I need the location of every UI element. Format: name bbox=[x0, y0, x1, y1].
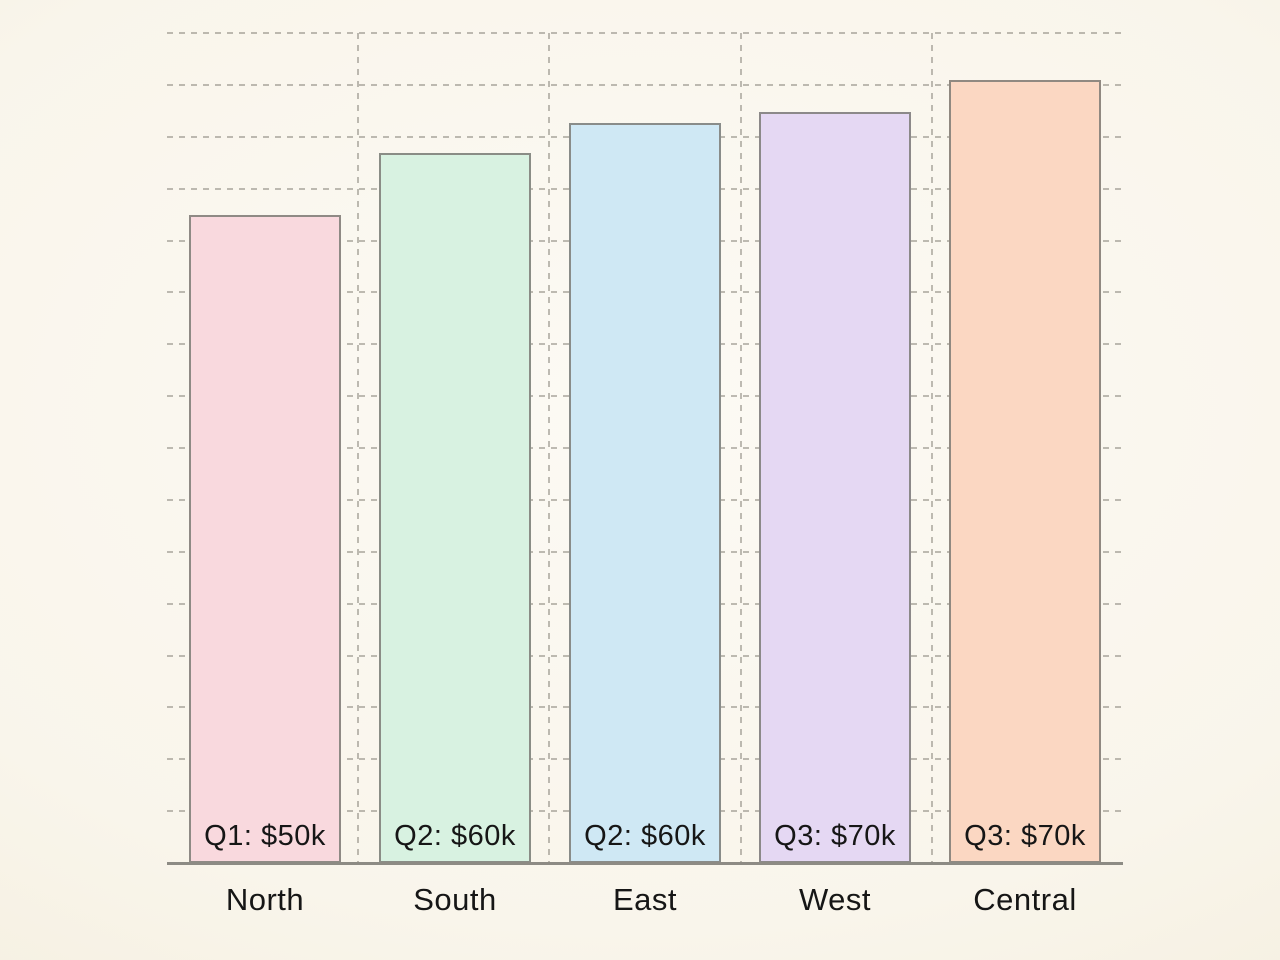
h-gridline bbox=[167, 83, 1123, 86]
bar-value-label-central: Q3: $70k bbox=[964, 820, 1086, 852]
v-gridline bbox=[930, 33, 933, 863]
bar-south: Q2: $60k bbox=[379, 153, 531, 863]
bar-value-label-east: Q2: $60k bbox=[584, 820, 706, 852]
category-label-north: North bbox=[225, 882, 305, 917]
bar-value-label-south: Q2: $60k bbox=[394, 820, 516, 852]
plot-area: Q1: $50k Q2: $60k Q2: $60k Q3: $70k Q3: $70k bbox=[167, 32, 1123, 865]
bar-north: Q1: $50k bbox=[189, 215, 341, 863]
category-label-central: Central bbox=[973, 882, 1077, 917]
v-gridline bbox=[357, 33, 360, 863]
v-gridline bbox=[548, 33, 551, 863]
h-gridline bbox=[167, 32, 1123, 34]
category-label-south: South bbox=[413, 882, 497, 917]
bar-west: Q3: $70k bbox=[759, 112, 911, 863]
category-label-east: East bbox=[612, 882, 678, 917]
bar-value-label-north: Q1: $50k bbox=[204, 820, 326, 852]
bar-east: Q2: $60k bbox=[569, 123, 721, 863]
v-gridline bbox=[739, 33, 742, 863]
x-axis-line bbox=[167, 862, 1123, 865]
bar-value-label-west: Q3: $70k bbox=[774, 820, 896, 852]
bar-central: Q3: $70k bbox=[949, 80, 1101, 863]
category-label-west: West bbox=[798, 882, 872, 917]
